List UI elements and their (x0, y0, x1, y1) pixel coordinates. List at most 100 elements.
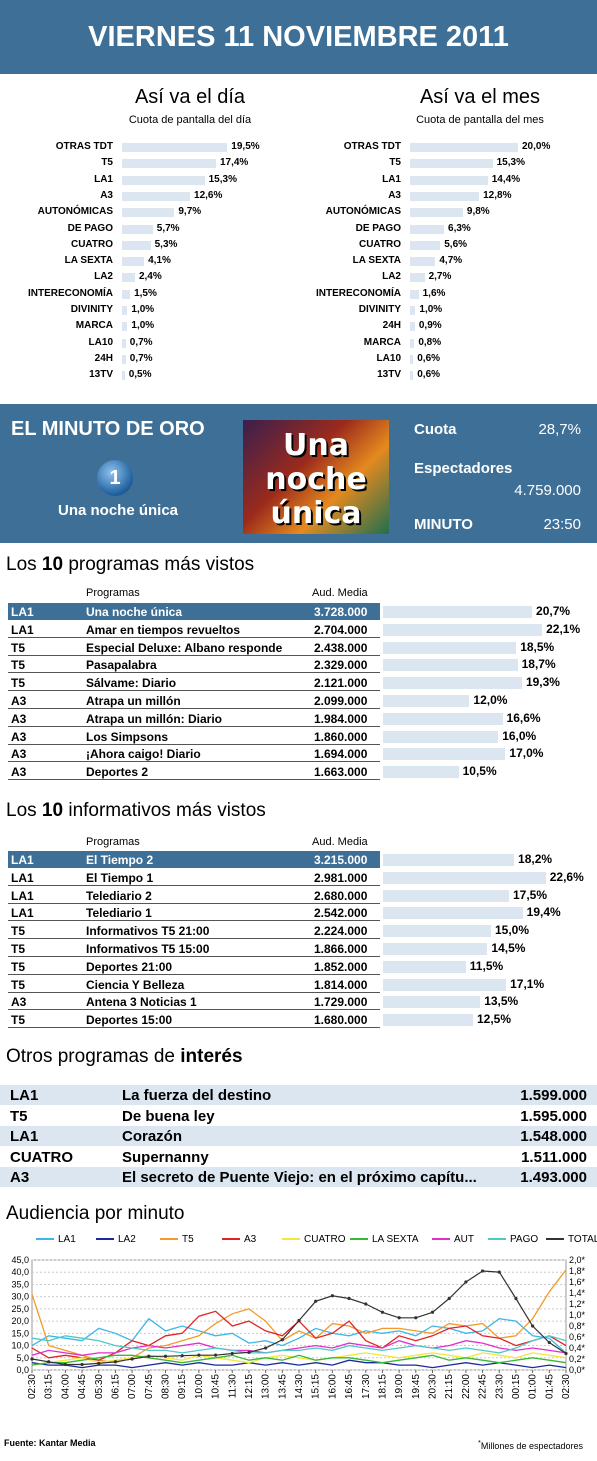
share-bar (122, 273, 135, 283)
share-bar (410, 240, 441, 250)
total-point (113, 1360, 118, 1364)
row-program: Sálvame: Diario (86, 676, 177, 691)
row-audience: 1.663.000 (314, 765, 368, 780)
golden-minute-title: EL MINUTO DE ORO (11, 418, 205, 440)
x-tick-label: 10:45 (211, 1374, 222, 1399)
y2-tick-label: 0,4* (569, 1343, 586, 1353)
series-line-la1 (31, 1317, 567, 1354)
total-point (347, 1296, 351, 1301)
total-point (380, 1310, 385, 1314)
others-title: Otros programas de interés (6, 1046, 243, 1067)
x-tick-label: 08:30 (161, 1374, 172, 1399)
total-point (314, 1299, 318, 1303)
table-row: T5 Informativos T5 15:00 1.866.000 (8, 940, 380, 957)
row-share-value: 22,1% (546, 621, 581, 636)
row-channel: A3 (11, 747, 27, 762)
share-label: 24H (94, 352, 113, 364)
row-share-value: 17,1% (510, 976, 545, 991)
row-share-bar (383, 943, 488, 955)
legend-item: CUATRO (282, 1234, 345, 1245)
golden-minute-panel: EL MINUTO DE ORO 1 Una noche única Una n… (0, 404, 597, 543)
share-value: 0,7% (129, 336, 153, 348)
legend-label: LA2 (118, 1234, 136, 1245)
row-audience: 3.728.000 (314, 605, 368, 619)
table-row: A3 Deportes 2 1.663.000 (8, 763, 380, 781)
total-point (213, 1353, 218, 1357)
y-tick-label: 40,0 (11, 1267, 29, 1277)
other-audience: 1.548.000 (520, 1128, 587, 1146)
x-tick-label: 23:30 (494, 1374, 505, 1399)
share-label: LA2 (94, 271, 113, 283)
row-audience: 3.215.000 (314, 853, 368, 867)
share-value: 12,8% (483, 189, 512, 201)
row-channel: A3 (11, 995, 27, 1010)
share-bar (410, 306, 416, 315)
legend-item: T5 (160, 1234, 194, 1245)
row-share-bar (383, 960, 466, 973)
row-program: Informativos T5 15:00 (86, 942, 210, 956)
share-label: LA10 (88, 336, 113, 348)
row-share-value: 22,6% (549, 869, 584, 884)
other-channel: LA1 (10, 1087, 39, 1104)
series-line-aut (31, 1340, 567, 1356)
audience-per-minute-chart: 0,0 5,0 10,0 15,0 20,0 25,0 30,0 35,0 40,0 45,0 0,… (11, 1255, 586, 1399)
month-title: Así va el mes (419, 86, 541, 108)
table-row: LA1 Amar en tiempos revueltos 2.704.000 (8, 621, 380, 638)
row-share-value: 20,7% (536, 604, 571, 618)
other-row: CUATRO Supernanny 1.511.000 (0, 1147, 597, 1167)
row-program: Antena 3 Noticias 1 (86, 995, 197, 1010)
millions-footnote: *Millones de espectadores (478, 1438, 583, 1451)
row-program: Deportes 21:00 (86, 959, 173, 974)
table-row: LA1 El Tiempo 2 3.215.000 (8, 851, 380, 868)
y-tick-label: 5,0 (16, 1353, 29, 1363)
share-value: 5,7% (156, 222, 180, 234)
row-share-bar (383, 748, 506, 761)
share-bar (122, 322, 128, 332)
x-tick-label: 15:15 (311, 1374, 322, 1399)
total-point (230, 1351, 234, 1356)
share-bar (122, 208, 175, 218)
row-program: Pasapalabra (86, 658, 157, 673)
legend-label: A3 (244, 1234, 257, 1245)
row-share-value: 18,2% (518, 852, 553, 866)
total-point (147, 1354, 151, 1358)
row-program: Informativos T5 21:00 (86, 924, 210, 939)
share-value: 15,3% (496, 157, 525, 169)
share-value: 17,4% (219, 157, 249, 169)
top-news-title: Los 10 informativos más vistos (6, 800, 266, 821)
share-value: 14,4% (491, 173, 521, 185)
row-share-value: 10,5% (462, 764, 497, 779)
share-label: MARCA (363, 336, 401, 348)
legend-label: LA1 (58, 1234, 76, 1245)
y2-tick-label: 1,6* (569, 1277, 586, 1287)
table-row: LA1 El Tiempo 1 2.981.000 (8, 869, 380, 886)
row-audience: 1.852.000 (314, 959, 368, 974)
share-label: 13TV (89, 369, 113, 381)
share-bar (410, 257, 436, 267)
share-bar (410, 273, 425, 283)
other-channel: LA1 (10, 1128, 39, 1146)
other-program: La fuerza del destino (122, 1087, 272, 1104)
row-channel: A3 (11, 711, 27, 726)
row-channel: A3 (11, 729, 27, 744)
row-share-value: 16,0% (502, 728, 537, 743)
row-share-bar (383, 871, 546, 884)
share-bar (122, 306, 128, 315)
legend-swatch (488, 1238, 506, 1241)
table-row: T5 Sálvame: Diario 2.121.000 (8, 674, 380, 692)
x-tick-label: 16:00 (327, 1374, 338, 1399)
total-point (130, 1357, 134, 1361)
table-row: A3 Antena 3 Noticias 1 1.729.000 (8, 993, 380, 1011)
row-channel: T5 (11, 658, 26, 673)
other-channel: A3 (10, 1169, 30, 1187)
table-row: T5 Ciencia Y Belleza 1.814.000 (8, 976, 380, 993)
row-channel: LA1 (11, 853, 34, 867)
share-label: DIVINITY (70, 304, 113, 315)
share-value: 5,3% (154, 238, 178, 250)
row-share-value: 16,6% (506, 710, 541, 725)
row-share-bar (383, 907, 523, 920)
x-tick-label: 14:30 (294, 1374, 305, 1399)
row-audience: 2.542.000 (314, 906, 368, 921)
table-row: A3 ¡Ahora caigo! Diario 1.694.000 (8, 745, 380, 763)
row-audience: 1.729.000 (314, 995, 368, 1010)
